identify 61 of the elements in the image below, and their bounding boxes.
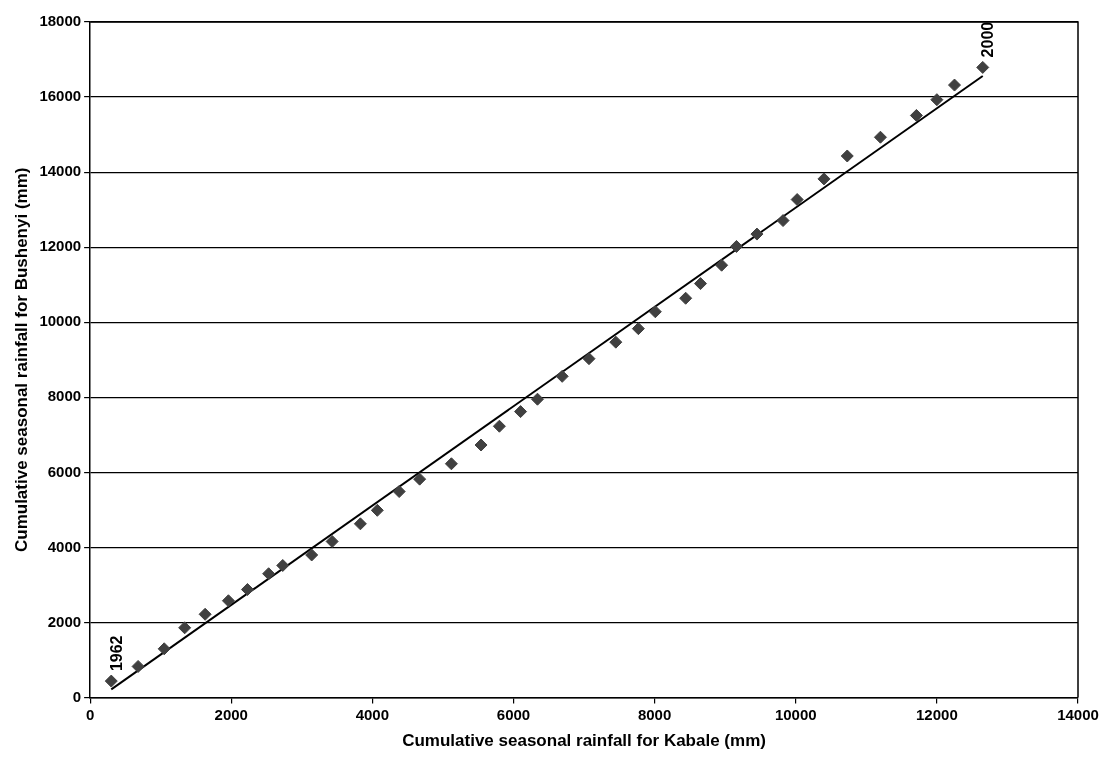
y-tick-label: 0 xyxy=(72,687,82,705)
point xyxy=(873,130,887,144)
point xyxy=(353,517,367,531)
y-tick-label: 10000 xyxy=(39,312,82,330)
point xyxy=(555,369,569,383)
y-tick-label: 8000 xyxy=(47,387,82,405)
point xyxy=(930,93,944,107)
point xyxy=(609,335,623,349)
point xyxy=(221,594,235,608)
point xyxy=(750,227,764,241)
point xyxy=(648,305,662,319)
point xyxy=(370,503,384,517)
point xyxy=(198,607,212,621)
point xyxy=(817,172,831,186)
point xyxy=(776,214,790,228)
point xyxy=(976,60,990,74)
point xyxy=(276,558,290,572)
x-tick-label: 8000 xyxy=(637,705,672,723)
point xyxy=(157,642,171,656)
y-tick-label: 6000 xyxy=(47,462,82,480)
point xyxy=(948,78,962,92)
point xyxy=(262,567,276,581)
y-tick-label: 2000 xyxy=(47,612,82,630)
y-tick-label: 18000 xyxy=(39,12,82,30)
y-tick-label: 16000 xyxy=(39,87,82,105)
point xyxy=(679,291,693,305)
point xyxy=(131,659,145,673)
annotation: 1962 xyxy=(107,635,125,672)
y-tick-label: 4000 xyxy=(47,537,82,555)
y-axis-title: Cumulative seasonal rainfall for Bushenyi (mm) xyxy=(11,167,31,553)
x-tick-label: 6000 xyxy=(496,705,531,723)
point xyxy=(392,485,406,499)
point xyxy=(715,258,729,272)
point xyxy=(492,419,506,433)
point xyxy=(325,534,339,548)
point xyxy=(582,352,596,366)
point xyxy=(909,108,923,122)
point xyxy=(631,322,645,336)
point xyxy=(693,277,707,291)
x-tick-label: 10000 xyxy=(774,705,817,723)
y-tick-label: 14000 xyxy=(39,162,82,180)
point xyxy=(514,405,528,419)
y-tick-label: 12000 xyxy=(39,237,82,255)
point xyxy=(305,548,319,562)
point xyxy=(729,239,743,253)
point xyxy=(240,583,254,596)
annotation: 2000 xyxy=(979,21,997,58)
point xyxy=(790,193,804,207)
point xyxy=(413,472,427,486)
point xyxy=(840,149,854,163)
x-tick-label: 0 xyxy=(85,705,95,723)
point xyxy=(178,621,192,635)
x-tick-label: 14000 xyxy=(1057,705,1099,723)
point xyxy=(444,457,458,471)
x-axis-title: Cumulative seasonal rainfall for Kabale (mm) xyxy=(402,731,766,751)
x-tick-label: 12000 xyxy=(916,705,958,723)
x-tick-label: 2000 xyxy=(214,705,248,723)
x-tick-label: 4000 xyxy=(355,705,390,723)
point xyxy=(530,392,544,406)
point xyxy=(474,438,488,452)
point xyxy=(104,674,118,688)
